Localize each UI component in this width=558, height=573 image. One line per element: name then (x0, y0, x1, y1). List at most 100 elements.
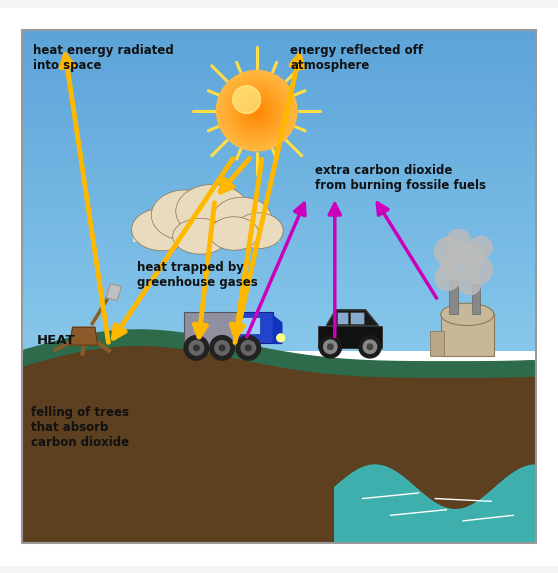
Bar (22, 338, 536, 344)
Circle shape (328, 344, 333, 350)
Circle shape (464, 256, 492, 284)
Bar (449, 278, 458, 315)
Text: extra carbon dioxide
from burning fossile fuels: extra carbon dioxide from burning fossil… (315, 164, 486, 192)
Circle shape (252, 107, 261, 115)
Bar (430, 331, 444, 356)
Bar (22, 152, 536, 158)
Bar (22, 49, 536, 56)
Bar (237, 312, 273, 343)
Bar (22, 88, 536, 94)
Circle shape (227, 81, 286, 140)
Bar (22, 132, 536, 139)
Bar (22, 42, 536, 49)
Ellipse shape (210, 217, 258, 250)
Circle shape (215, 340, 229, 355)
Ellipse shape (441, 303, 494, 325)
Bar (22, 139, 536, 146)
Polygon shape (106, 284, 122, 300)
Bar (22, 68, 536, 74)
Bar (133, 225, 280, 242)
Bar (239, 317, 260, 334)
Bar (22, 254, 536, 261)
Ellipse shape (213, 197, 272, 240)
Polygon shape (326, 310, 378, 325)
Ellipse shape (176, 185, 249, 238)
Ellipse shape (173, 218, 228, 254)
Bar (350, 312, 364, 324)
Bar (22, 107, 536, 113)
Bar (22, 274, 536, 280)
Bar (472, 284, 480, 315)
Bar (22, 126, 536, 132)
Circle shape (248, 102, 265, 119)
Bar (22, 293, 536, 299)
Bar (22, 30, 536, 36)
Bar (22, 312, 536, 319)
Bar (318, 325, 382, 348)
Circle shape (277, 334, 285, 342)
Bar (22, 235, 536, 242)
Circle shape (446, 230, 471, 254)
Bar (22, 184, 536, 190)
Circle shape (254, 109, 259, 113)
Circle shape (242, 96, 272, 125)
Text: heat trapped by
greenhouse gases: heat trapped by greenhouse gases (137, 261, 257, 289)
Circle shape (233, 88, 280, 134)
Circle shape (219, 345, 225, 351)
Text: HEAT: HEAT (36, 334, 75, 347)
Circle shape (246, 100, 267, 121)
Circle shape (367, 344, 373, 350)
Bar (22, 344, 536, 351)
Bar (22, 81, 536, 88)
Ellipse shape (132, 209, 193, 251)
Circle shape (225, 79, 288, 143)
Text: felling of trees
that absorb
carbon dioxide: felling of trees that absorb carbon diox… (31, 406, 129, 449)
Ellipse shape (151, 190, 219, 240)
Polygon shape (70, 327, 98, 345)
Circle shape (194, 345, 199, 351)
Circle shape (435, 237, 463, 265)
Bar (22, 146, 536, 152)
Circle shape (363, 340, 377, 354)
Circle shape (223, 77, 291, 144)
Bar (22, 306, 536, 312)
Circle shape (359, 336, 381, 358)
Ellipse shape (234, 213, 283, 249)
Bar (22, 158, 536, 164)
Circle shape (221, 75, 292, 147)
Polygon shape (335, 465, 536, 543)
Circle shape (244, 98, 270, 123)
Circle shape (459, 244, 484, 269)
Bar (22, 319, 536, 325)
Circle shape (189, 340, 204, 355)
Circle shape (238, 92, 276, 129)
Circle shape (246, 345, 251, 351)
Circle shape (459, 273, 481, 295)
Bar (22, 261, 536, 267)
Bar (22, 164, 536, 171)
Polygon shape (273, 316, 282, 343)
Bar (22, 280, 536, 286)
Bar (22, 171, 536, 178)
Bar (22, 299, 536, 306)
Circle shape (251, 104, 263, 117)
Bar (22, 210, 536, 216)
Bar (337, 312, 348, 324)
Bar (22, 248, 536, 254)
Circle shape (324, 340, 337, 354)
Circle shape (219, 73, 295, 149)
Bar (22, 325, 536, 331)
Bar (184, 312, 237, 348)
Circle shape (232, 85, 282, 136)
Bar (441, 315, 494, 356)
Bar (22, 216, 536, 222)
Circle shape (435, 266, 460, 291)
Circle shape (470, 237, 492, 258)
Bar (22, 286, 536, 293)
Bar (22, 222, 536, 229)
Bar (22, 36, 536, 42)
Polygon shape (22, 330, 536, 543)
Circle shape (229, 83, 284, 138)
Circle shape (233, 85, 261, 113)
Bar (22, 190, 536, 197)
